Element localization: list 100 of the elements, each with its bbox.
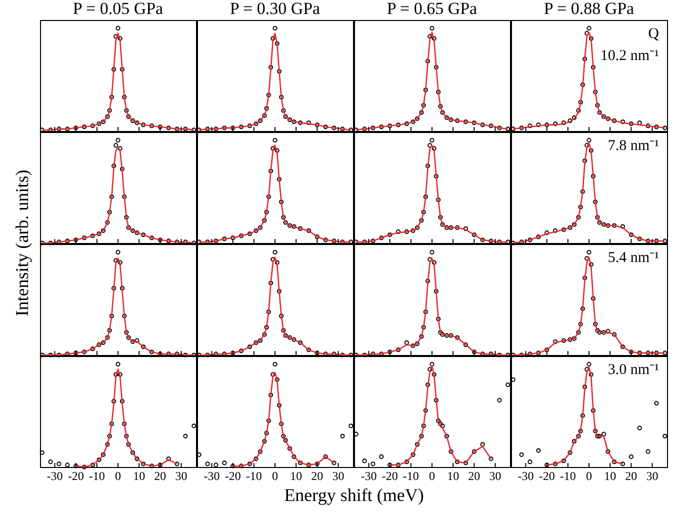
point (82, 236, 87, 240)
point (612, 460, 617, 464)
point (568, 450, 572, 455)
point (65, 462, 70, 468)
point (637, 426, 642, 430)
point (306, 120, 312, 126)
point (568, 118, 572, 124)
point (247, 231, 252, 236)
point (298, 226, 303, 231)
point (419, 110, 424, 115)
point (432, 260, 436, 265)
point (379, 124, 384, 130)
x-tick-label: -30 (46, 469, 63, 483)
point (118, 36, 122, 41)
x-tick-label: 20 (625, 469, 638, 483)
point (646, 238, 650, 244)
point (281, 434, 286, 438)
point (572, 222, 577, 227)
point (595, 328, 600, 333)
point (262, 439, 267, 444)
point (576, 434, 581, 438)
point (274, 148, 280, 153)
point (536, 122, 541, 128)
point (107, 108, 112, 113)
point (279, 200, 284, 204)
point (122, 314, 127, 318)
point (536, 448, 541, 453)
point (528, 124, 532, 128)
point (134, 456, 140, 462)
point (454, 118, 460, 124)
point (578, 322, 583, 326)
point (323, 454, 328, 460)
point (428, 34, 432, 39)
point (423, 408, 428, 413)
point (340, 126, 345, 132)
point (480, 238, 485, 242)
point (620, 462, 626, 466)
point (576, 108, 581, 113)
point (134, 338, 140, 343)
point (472, 350, 476, 354)
point (268, 280, 274, 286)
point (580, 306, 585, 312)
point (120, 67, 125, 72)
point (107, 434, 112, 438)
point (100, 340, 106, 345)
point (440, 222, 445, 227)
point (314, 350, 320, 356)
point (130, 118, 136, 124)
point (444, 434, 450, 438)
point (590, 408, 596, 413)
point (414, 442, 420, 447)
annotation: 7.8 nm⁻¹ (608, 138, 659, 154)
point (428, 367, 432, 372)
point (590, 296, 596, 301)
point (488, 124, 494, 128)
point (298, 460, 303, 466)
point (166, 238, 171, 244)
point (454, 460, 460, 464)
point (423, 88, 428, 92)
point (586, 362, 592, 367)
point (274, 377, 280, 382)
point (90, 346, 96, 352)
point (149, 124, 154, 128)
point (480, 442, 485, 447)
point (421, 324, 426, 330)
x-tick-label: -30 (360, 469, 377, 483)
point (258, 118, 263, 124)
point (205, 462, 210, 466)
point (281, 215, 286, 220)
point (122, 422, 127, 426)
point (421, 424, 426, 428)
point (100, 119, 106, 124)
point (606, 449, 610, 454)
point (586, 250, 592, 255)
point (444, 333, 450, 338)
point (114, 372, 118, 377)
point (56, 126, 62, 132)
point (158, 462, 162, 468)
point (410, 228, 416, 233)
point (425, 382, 430, 388)
point (419, 334, 424, 339)
point (82, 124, 87, 130)
point (497, 126, 502, 130)
point (425, 278, 430, 284)
point (646, 124, 650, 128)
point (404, 460, 410, 464)
point (283, 333, 288, 338)
point (528, 238, 532, 242)
point (140, 232, 146, 238)
point (283, 438, 288, 443)
annotation: 5.4 nm⁻¹ (608, 250, 659, 266)
point (606, 223, 610, 228)
x-tick-label: -10 (402, 469, 419, 483)
point (149, 464, 154, 468)
point (124, 215, 129, 220)
point (247, 124, 252, 128)
x-tick-label: 20 (468, 469, 480, 483)
point (266, 194, 271, 200)
point (264, 324, 269, 330)
point (116, 138, 120, 143)
